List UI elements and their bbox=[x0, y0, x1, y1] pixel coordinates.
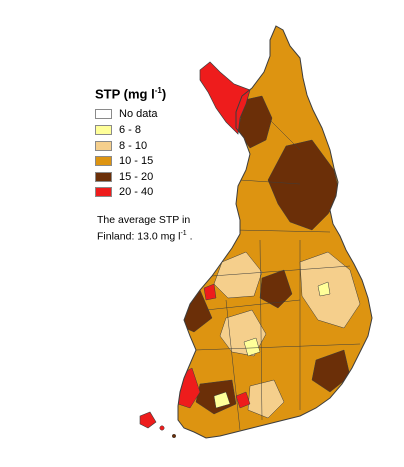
legend-item: 8 - 10 bbox=[95, 139, 166, 153]
region-yellow-a bbox=[243, 337, 261, 357]
average-note: The average STP in Finland: 13.0 mg l-1 … bbox=[97, 214, 193, 244]
legend-item: No data bbox=[95, 107, 166, 121]
legend-swatch-no-data bbox=[95, 109, 112, 120]
legend: STP (mg l-1) No data 6 - 8 8 - 10 10 - 1… bbox=[95, 86, 166, 201]
legend-title-close: ) bbox=[161, 86, 167, 102]
legend-label-8-10: 8 - 10 bbox=[119, 139, 148, 152]
internal-borders bbox=[195, 119, 361, 431]
region-red-south bbox=[235, 391, 251, 409]
average-note-superscript: -1 bbox=[180, 230, 187, 237]
region-yellow-c bbox=[317, 281, 331, 297]
region-island-small-b bbox=[171, 433, 177, 439]
region-central-dark bbox=[259, 269, 293, 309]
legend-label-15-20: 15 - 20 bbox=[119, 170, 154, 183]
region-red-coast bbox=[203, 283, 217, 301]
region-island-aland bbox=[139, 411, 157, 429]
legend-item: 6 - 8 bbox=[95, 123, 166, 137]
legend-item: 15 - 20 bbox=[95, 170, 166, 184]
legend-item: 20 - 40 bbox=[95, 185, 166, 199]
legend-title: STP (mg l-1) bbox=[95, 86, 166, 101]
legend-swatch-20-40 bbox=[95, 187, 112, 198]
legend-label-no-data: No data bbox=[119, 108, 158, 121]
legend-title-text: STP (mg l bbox=[95, 86, 155, 102]
region-southeast-dark bbox=[311, 349, 351, 393]
average-note-value: Finland: 13.0 mg l bbox=[97, 230, 181, 243]
region-yellow-b bbox=[213, 391, 231, 409]
region-south-light bbox=[247, 379, 285, 419]
legend-label-6-8: 6 - 8 bbox=[119, 123, 142, 136]
finland-regions bbox=[178, 26, 372, 438]
legend-title-superscript: -1 bbox=[154, 86, 162, 95]
legend-swatch-10-15 bbox=[95, 156, 112, 167]
legend-label-20-40: 20 - 40 bbox=[119, 186, 154, 199]
legend-item: 10 - 15 bbox=[95, 154, 166, 168]
average-note-line2: Finland: 13.0 mg l-1 . bbox=[97, 227, 193, 244]
legend-swatch-15-20 bbox=[95, 171, 112, 182]
average-note-line1: The average STP in bbox=[97, 214, 191, 226]
legend-swatch-6-8 bbox=[95, 124, 112, 135]
region-lapland-red bbox=[199, 61, 251, 135]
legend-label-10-15: 10 - 15 bbox=[119, 155, 154, 168]
average-note-end: . bbox=[186, 230, 193, 243]
legend-swatch-8-10 bbox=[95, 140, 112, 151]
region-island-small-a bbox=[159, 425, 165, 431]
region-east-dark bbox=[267, 139, 341, 231]
finland-outline bbox=[177, 25, 373, 439]
region-east-light bbox=[299, 251, 361, 329]
